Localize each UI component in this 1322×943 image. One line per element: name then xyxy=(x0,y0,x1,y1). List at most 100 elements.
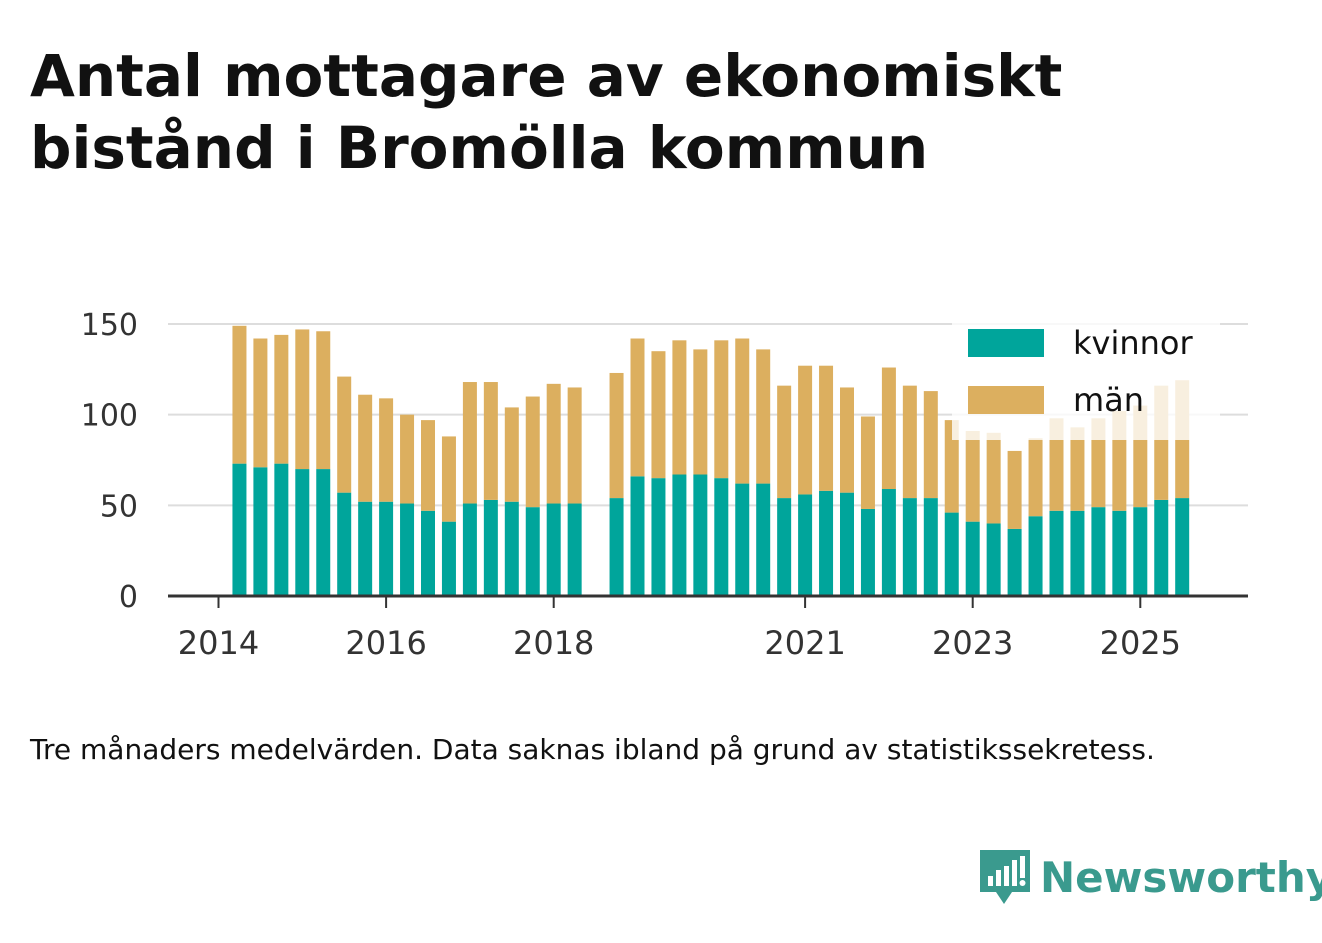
bar-man xyxy=(546,383,561,504)
bar-man xyxy=(483,382,498,500)
bar-kvinnor xyxy=(1154,499,1169,596)
bar-kvinnor xyxy=(567,503,582,596)
bar-man xyxy=(1049,418,1064,511)
bar-man xyxy=(881,367,896,490)
bar-kvinnor xyxy=(1070,510,1085,596)
bar-man xyxy=(1007,450,1022,529)
bar-man xyxy=(735,338,750,484)
bar-kvinnor xyxy=(316,469,331,596)
bar-man xyxy=(798,365,813,495)
bar-kvinnor xyxy=(441,521,456,596)
bar-man xyxy=(672,340,687,475)
bar-man xyxy=(651,351,666,479)
bar-kvinnor xyxy=(1028,516,1043,596)
bar-man xyxy=(274,334,289,464)
bar-man xyxy=(819,365,834,491)
bar-kvinnor xyxy=(483,499,498,596)
bar-man xyxy=(504,407,519,502)
bar-kvinnor xyxy=(986,523,1001,596)
legend-swatch xyxy=(968,329,1044,357)
bar-kvinnor xyxy=(1112,510,1127,596)
bar-man xyxy=(714,340,729,479)
bar-kvinnor xyxy=(421,510,435,596)
bar-kvinnor xyxy=(337,492,352,596)
bar-kvinnor xyxy=(1091,507,1106,596)
bar-kvinnor xyxy=(274,463,289,596)
bar-kvinnor xyxy=(609,498,624,596)
bar-kvinnor xyxy=(1133,507,1148,596)
newsworthy-logo-icon xyxy=(980,850,1030,904)
bar-man xyxy=(441,436,456,522)
footnote: Tre månaders medelvärden. Data saknas ib… xyxy=(30,733,1155,766)
bar-kvinnor xyxy=(504,501,519,596)
chart-title: Antal mottagare av ekonomiskt bistånd i … xyxy=(30,42,1063,182)
bar-kvinnor xyxy=(860,508,875,596)
bar-kvinnor xyxy=(881,489,896,596)
bar-man xyxy=(860,416,875,509)
x-tick-label: 2016 xyxy=(345,624,426,662)
bar-man xyxy=(421,420,435,511)
bar-kvinnor xyxy=(358,501,373,596)
bar-man xyxy=(609,372,624,499)
bar-man xyxy=(693,349,708,475)
bar-man xyxy=(1091,418,1106,508)
bar-man xyxy=(986,432,1001,524)
bar-man xyxy=(316,331,331,470)
bar-kvinnor xyxy=(798,494,813,596)
bar-kvinnor xyxy=(651,478,666,596)
bar-man xyxy=(462,382,477,504)
legend-label: män xyxy=(1073,381,1144,419)
bar-kvinnor xyxy=(902,498,917,596)
legend-label: kvinnor xyxy=(1073,324,1194,362)
bar-man xyxy=(840,387,854,493)
bar-kvinnor xyxy=(546,503,561,596)
y-tick-label: 150 xyxy=(81,308,138,343)
bar-man xyxy=(944,420,959,513)
bar-man xyxy=(756,349,771,484)
bar-man xyxy=(1028,438,1043,517)
bar-kvinnor xyxy=(819,490,834,596)
y-tick-label: 50 xyxy=(100,489,138,524)
bar-kvinnor xyxy=(923,498,938,596)
bar-man xyxy=(1070,427,1085,511)
bar-kvinnor xyxy=(965,521,980,596)
bar-kvinnor xyxy=(735,483,750,596)
bar-kvinnor xyxy=(462,503,477,596)
bar-kvinnor xyxy=(1175,498,1190,596)
bar-man xyxy=(902,385,917,499)
bar-man xyxy=(358,394,373,502)
bar-kvinnor xyxy=(525,507,540,596)
x-tick-label: 2021 xyxy=(764,624,845,662)
bar-kvinnor xyxy=(693,474,708,596)
bar-kvinnor xyxy=(756,483,771,596)
x-tick-label: 2014 xyxy=(178,624,259,662)
x-tick-label: 2023 xyxy=(932,624,1013,662)
legend-swatch xyxy=(968,386,1044,414)
bar-man xyxy=(400,414,415,504)
bar-kvinnor xyxy=(253,467,268,596)
bar-man xyxy=(337,376,352,493)
bar-man xyxy=(965,430,980,522)
x-tick-label: 2018 xyxy=(513,624,594,662)
bar-kvinnor xyxy=(714,478,729,596)
bar-kvinnor xyxy=(379,501,394,596)
bar-kvinnor xyxy=(630,476,645,596)
bar-man xyxy=(777,385,792,499)
bar-man xyxy=(295,329,310,470)
bar-man xyxy=(232,325,247,464)
y-tick-label: 100 xyxy=(81,399,138,434)
bar-kvinnor xyxy=(400,503,415,596)
bar-man xyxy=(923,391,938,499)
bar-kvinnor xyxy=(232,463,247,596)
bar-man xyxy=(379,398,394,502)
bar-kvinnor xyxy=(295,469,310,596)
bar-kvinnor xyxy=(672,474,687,596)
bar-man xyxy=(253,338,268,468)
y-tick-label: 0 xyxy=(119,580,138,615)
bar-kvinnor xyxy=(777,498,792,596)
bar-kvinnor xyxy=(1049,510,1064,596)
bar-kvinnor xyxy=(944,512,959,596)
brand-logo: Newsworthy xyxy=(980,846,1322,908)
